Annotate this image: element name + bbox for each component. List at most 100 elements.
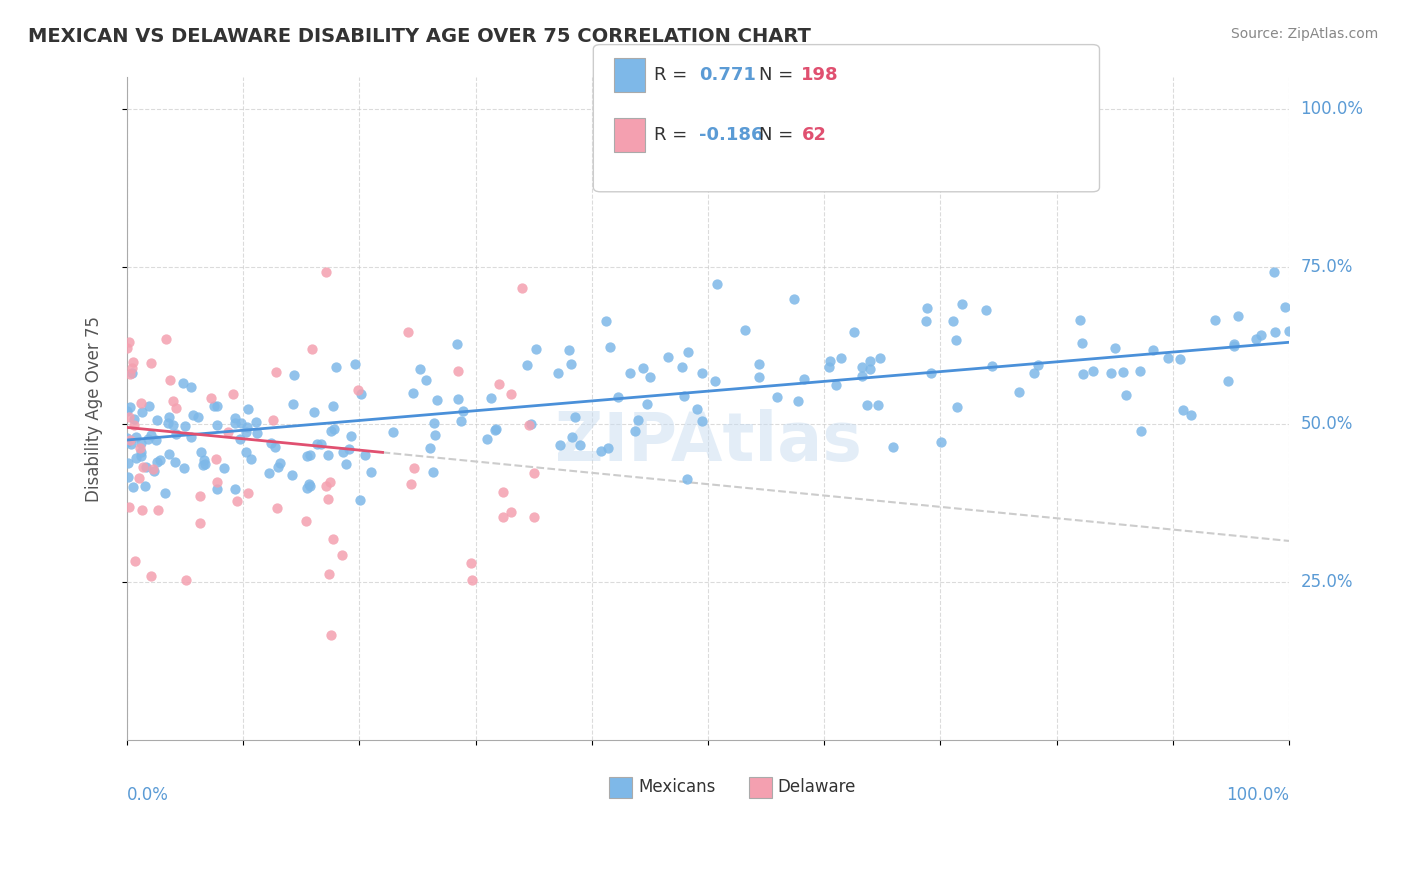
Point: [946, 400, 969, 414]
Point: [692, 414, 714, 428]
Point: [859, 361, 882, 376]
Point: [129, 445, 152, 459]
Point: [235, 425, 257, 439]
Point: [523, 510, 546, 524]
Point: [607, 390, 630, 404]
Point: [266, 366, 288, 380]
Point: [492, 510, 515, 524]
Point: [122, 355, 145, 369]
Point: [301, 342, 323, 356]
Point: [118, 410, 141, 425]
Point: [450, 415, 472, 429]
Point: [499, 505, 522, 519]
Point: [205, 475, 228, 489]
Point: [246, 425, 269, 440]
Point: [950, 297, 973, 311]
Point: [1129, 364, 1152, 378]
Point: [475, 433, 498, 447]
Point: [322, 532, 344, 546]
Text: N =: N =: [759, 66, 799, 84]
Point: [115, 435, 138, 450]
Point: [228, 432, 250, 446]
Point: [692, 366, 714, 380]
Point: [349, 493, 371, 508]
Point: [1157, 351, 1180, 365]
Text: 25.0%: 25.0%: [1301, 573, 1353, 591]
Text: 198: 198: [801, 66, 839, 84]
Point: [360, 465, 382, 479]
Point: [657, 350, 679, 364]
Point: [173, 460, 195, 475]
Point: [422, 465, 444, 479]
Point: [190, 516, 212, 531]
Point: [423, 416, 446, 430]
Point: [138, 399, 160, 413]
Point: [783, 292, 806, 306]
Text: Mexicans: Mexicans: [638, 778, 716, 797]
Text: 50.0%: 50.0%: [1301, 416, 1353, 434]
Text: N =: N =: [759, 126, 799, 144]
Text: -0.186: -0.186: [699, 126, 763, 144]
Point: [920, 366, 942, 380]
Point: [235, 445, 257, 459]
Point: [200, 391, 222, 405]
Point: [337, 442, 360, 456]
Point: [118, 367, 141, 381]
Point: [595, 314, 617, 328]
Point: [139, 356, 162, 370]
Point: [869, 351, 891, 366]
Point: [187, 409, 209, 424]
Point: [172, 376, 194, 391]
Point: [1026, 359, 1049, 373]
Point: [415, 373, 437, 387]
Point: [671, 359, 693, 374]
Point: [263, 413, 285, 427]
Point: [347, 383, 370, 397]
Text: 0.0%: 0.0%: [127, 786, 169, 804]
Point: [118, 500, 141, 514]
Point: [157, 447, 180, 461]
Point: [239, 452, 262, 467]
Y-axis label: Disability Age Over 75: Disability Age Over 75: [86, 316, 103, 501]
Point: [569, 438, 592, 452]
Point: [299, 479, 322, 493]
Point: [121, 367, 143, 381]
Text: MEXICAN VS DELAWARE DISABILITY AGE OVER 75 CORRELATION CHART: MEXICAN VS DELAWARE DISABILITY AGE OVER …: [28, 27, 811, 45]
Point: [236, 485, 259, 500]
Point: [1244, 332, 1267, 346]
Point: [330, 548, 353, 562]
Point: [316, 491, 339, 506]
Point: [224, 482, 246, 496]
Point: [267, 459, 290, 474]
Point: [517, 417, 540, 432]
Point: [155, 332, 177, 346]
Text: 0.771: 0.771: [699, 66, 755, 84]
Point: [818, 354, 841, 368]
Point: [124, 430, 146, 444]
Point: [295, 514, 318, 528]
Point: [766, 390, 789, 404]
Point: [120, 400, 142, 414]
Point: [564, 410, 586, 425]
Point: [322, 422, 344, 436]
Point: [139, 427, 162, 442]
Point: [120, 437, 142, 451]
Point: [1216, 375, 1239, 389]
Point: [131, 405, 153, 419]
Point: [149, 453, 172, 467]
Point: [1227, 310, 1250, 324]
Point: [1204, 312, 1226, 326]
Point: [145, 413, 167, 427]
Point: [229, 416, 252, 430]
Point: [318, 567, 340, 582]
Point: [547, 366, 569, 380]
Point: [675, 472, 697, 486]
Point: [461, 573, 484, 587]
Point: [560, 357, 582, 371]
Point: [124, 554, 146, 568]
Point: [122, 417, 145, 432]
Point: [269, 456, 291, 470]
Point: [1099, 366, 1122, 380]
Point: [446, 337, 468, 351]
Point: [224, 416, 246, 430]
